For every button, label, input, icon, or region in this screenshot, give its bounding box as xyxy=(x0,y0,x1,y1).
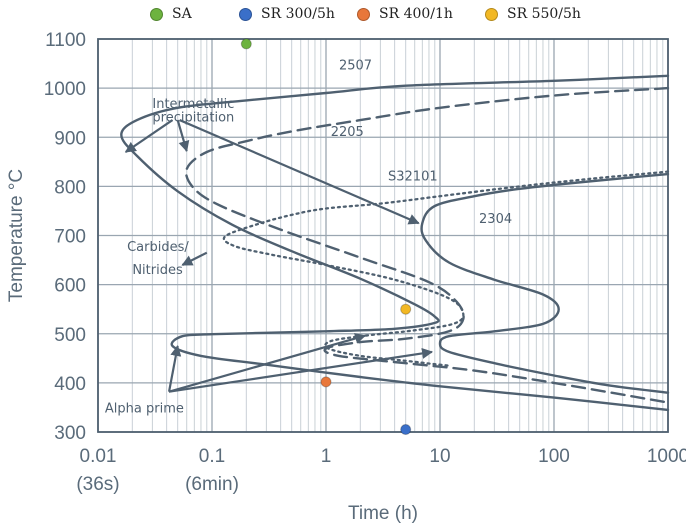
legend-item: SA xyxy=(150,6,192,22)
legend-marker xyxy=(357,7,370,21)
annotation-arrow xyxy=(124,119,174,153)
y-tick-label: 700 xyxy=(54,227,86,248)
x-tick-label: 0.1 xyxy=(199,446,225,467)
arrows xyxy=(124,119,434,393)
curve-2205 xyxy=(184,86,670,404)
annotation-arrow xyxy=(167,344,182,392)
curve-label-s32101: S32101 xyxy=(388,169,438,184)
annotation-arrow xyxy=(168,347,434,393)
y-tick-label: 400 xyxy=(54,374,86,395)
y-tick-label: 1000 xyxy=(44,79,86,100)
legend-marker xyxy=(485,7,498,21)
x-tick-label: 1 xyxy=(321,446,332,467)
annotation-arrow xyxy=(179,119,420,225)
legend-item: SR 400/1h xyxy=(357,6,453,22)
data-point-sr-550-5h xyxy=(400,303,412,315)
plot-frame xyxy=(97,38,669,433)
annotation-arrow xyxy=(168,333,367,393)
points xyxy=(240,38,412,436)
y-tick-label: 600 xyxy=(54,276,86,297)
legend-marker xyxy=(150,7,163,21)
x-axis-label: Time (h) xyxy=(348,503,418,524)
legend: SA SR 300/5h SR 400/1h SR 550/5h xyxy=(0,3,686,27)
legend-item: SR 300/5h xyxy=(239,6,335,22)
annotation-label: Alpha prime xyxy=(105,401,184,416)
x-tick-label: 10 xyxy=(429,446,450,467)
curve-2304 xyxy=(420,172,670,394)
legend-item: SR 550/5h xyxy=(485,6,581,22)
y-tick-label: 300 xyxy=(54,423,86,444)
annotation-label: Intermetallic xyxy=(152,97,234,112)
annotation-label: 2205 xyxy=(331,125,364,140)
x-tick-sublabel: (6min) xyxy=(185,474,239,495)
ticks: 0.01 (36s) 0.1 (6min) 1 10 100 1000 300 400 500 600… xyxy=(44,30,686,495)
y-tick-label: 900 xyxy=(54,128,86,149)
legend-label: SR 550/5h xyxy=(507,6,581,22)
annotation-label: precipitation xyxy=(152,111,234,126)
curve-s32101 xyxy=(222,170,670,367)
legend-label: SR 300/5h xyxy=(261,6,335,22)
data-point-sa xyxy=(240,38,252,50)
legend-label: SA xyxy=(172,6,192,22)
annotation-label: Carbides/ xyxy=(127,240,189,255)
annotation-arrow xyxy=(176,119,190,153)
x-tick-label: 0.01 xyxy=(80,446,117,467)
data-point-sr-400-1h xyxy=(320,376,332,388)
annotation-arrow xyxy=(181,251,208,266)
y-tick-label: 800 xyxy=(54,177,86,198)
y-tick-label: 1100 xyxy=(45,30,86,51)
data-point-sr-300-5h xyxy=(400,424,412,436)
legend-marker xyxy=(239,7,252,21)
legend-label: SR 400/1h xyxy=(379,6,453,22)
curve-label-2304: 2304 xyxy=(479,212,512,227)
x-tick-sublabel: (36s) xyxy=(76,474,119,495)
annotation-label: Nitrides xyxy=(132,263,183,278)
y-axis-label: Temperature °C xyxy=(6,169,27,302)
x-tick-label: 100 xyxy=(538,446,570,467)
x-tick-label: 1000 xyxy=(647,446,686,467)
curve-label-2507: 2507 xyxy=(339,58,372,73)
grid-minor xyxy=(131,39,664,432)
y-tick-label: 500 xyxy=(54,325,86,346)
